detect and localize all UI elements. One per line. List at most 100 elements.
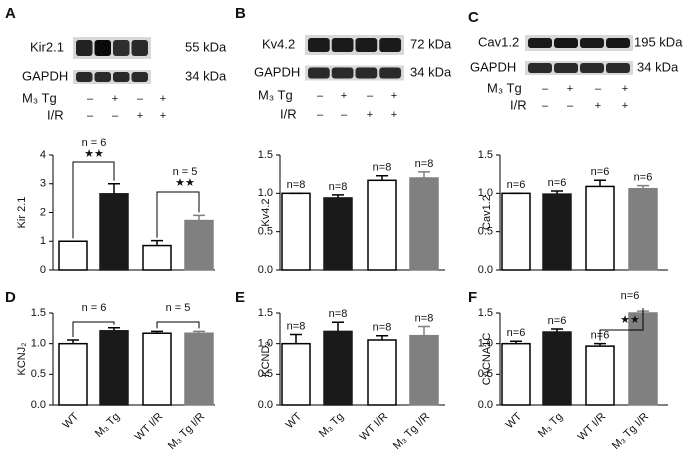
y-tick-label: 0.5 bbox=[258, 226, 273, 238]
treatment-sign: – bbox=[87, 93, 94, 105]
blot-band bbox=[355, 38, 378, 52]
bar bbox=[501, 342, 531, 406]
y-axis-label: Cav1.2 bbox=[481, 195, 493, 230]
blot-background bbox=[305, 35, 404, 55]
treatment-sign: – bbox=[317, 109, 324, 121]
treatment-sign: – bbox=[87, 110, 94, 122]
treatment-sign: – bbox=[567, 100, 574, 112]
treatment-label: I/R bbox=[510, 97, 527, 112]
y-tick-label: 1.0 bbox=[478, 338, 493, 350]
treatment-sign: – bbox=[542, 100, 549, 112]
bar-note: n=6 bbox=[548, 315, 567, 327]
panel-label: A bbox=[5, 5, 16, 22]
blot-band bbox=[379, 67, 401, 79]
bar-note: n=8 bbox=[287, 179, 306, 191]
bar-note: n=8 bbox=[287, 320, 306, 332]
error-bar bbox=[193, 330, 205, 334]
error-bar bbox=[551, 328, 563, 333]
blot-protein: Kv4.2 bbox=[262, 36, 295, 51]
x-tick-label: WT I/R bbox=[133, 411, 166, 444]
error-bar bbox=[376, 334, 388, 340]
blot-band bbox=[76, 72, 93, 82]
treatment-sign: – bbox=[341, 109, 348, 121]
error-bar bbox=[332, 321, 344, 332]
significance-bracket bbox=[156, 321, 200, 329]
blot-size: 195 kDa bbox=[634, 34, 683, 49]
significance-bracket bbox=[72, 321, 115, 337]
annotation: n=6 bbox=[621, 290, 640, 302]
blot-band bbox=[580, 38, 604, 48]
blot-loading: GAPDH bbox=[22, 68, 68, 83]
blot-band bbox=[355, 67, 378, 79]
error-bar bbox=[332, 194, 344, 198]
panel-label: F bbox=[468, 289, 477, 306]
y-tick-label: 0.0 bbox=[258, 399, 273, 411]
blot-loading: GAPDH bbox=[470, 59, 516, 74]
error-bar bbox=[594, 179, 606, 187]
treatment-label: M₃ Tg bbox=[22, 90, 57, 105]
bar bbox=[142, 244, 172, 271]
x-tick-label: M₃ Tg I/R bbox=[391, 411, 432, 452]
bar bbox=[99, 193, 129, 271]
x-tick-label: WT bbox=[61, 410, 82, 431]
bar bbox=[58, 240, 88, 271]
blot-band bbox=[76, 40, 93, 56]
panel-label: C bbox=[468, 9, 479, 26]
significance-bracket bbox=[599, 308, 644, 341]
x-tick-label: WT I/R bbox=[358, 411, 391, 444]
bar-note: n=8 bbox=[373, 322, 392, 334]
blot-band bbox=[94, 72, 111, 82]
bar-note: n=6 bbox=[507, 179, 526, 191]
error-bar bbox=[594, 342, 606, 347]
blot-band bbox=[308, 38, 330, 52]
treatment-label: M₃ Tg bbox=[487, 80, 522, 95]
bar bbox=[542, 193, 572, 271]
blot-band bbox=[113, 40, 130, 56]
bar-note: n=6 bbox=[634, 172, 653, 184]
error-bar bbox=[108, 326, 120, 331]
blot-band bbox=[331, 67, 354, 79]
bar bbox=[184, 332, 214, 406]
bar-note: n=8 bbox=[415, 158, 434, 170]
treatment-sign: + bbox=[137, 110, 143, 122]
blot-size: 55 kDa bbox=[185, 39, 227, 54]
blot-band bbox=[113, 72, 130, 82]
y-tick-label: 0.0 bbox=[258, 264, 273, 276]
y-tick-label: 0.5 bbox=[31, 368, 46, 380]
bar-note: n=6 bbox=[548, 177, 567, 189]
x-tick-label: M₃ Tg I/R bbox=[166, 411, 207, 452]
error-bar bbox=[551, 190, 563, 195]
treatment-sign: + bbox=[160, 93, 166, 105]
y-tick-label: 0.5 bbox=[258, 368, 273, 380]
annotation: n = 6 bbox=[82, 137, 107, 149]
significance-bracket bbox=[72, 161, 115, 239]
blot-size: 34 kDa bbox=[185, 68, 227, 83]
y-tick-label: 1 bbox=[40, 235, 46, 247]
x-tick-label: M₃ Tg bbox=[536, 411, 565, 440]
blot-background bbox=[73, 70, 151, 84]
error-bar bbox=[376, 174, 388, 181]
treatment-sign: + bbox=[112, 93, 118, 105]
bar-note: n=8 bbox=[329, 308, 348, 320]
bar bbox=[323, 330, 353, 406]
panel-label: D bbox=[5, 289, 16, 306]
bar bbox=[542, 331, 572, 406]
panel-label: B bbox=[235, 5, 246, 22]
error-bar bbox=[67, 339, 79, 344]
y-tick-label: 0.0 bbox=[31, 399, 46, 411]
y-axis-label: Kv4.2 bbox=[260, 198, 272, 226]
blot-band bbox=[308, 67, 330, 79]
treatment-sign: + bbox=[622, 100, 628, 112]
bar bbox=[628, 187, 658, 271]
blot-band bbox=[528, 38, 552, 48]
blot-size: 34 kDa bbox=[637, 59, 679, 74]
blot-protein: Cav1.2 bbox=[478, 34, 519, 49]
panel-label: E bbox=[235, 289, 245, 306]
treatment-sign: – bbox=[595, 83, 602, 95]
bar-note: n=8 bbox=[415, 312, 434, 324]
treatment-sign: – bbox=[542, 83, 549, 95]
y-tick-label: 2 bbox=[40, 206, 46, 218]
error-bar bbox=[418, 325, 430, 336]
x-tick-label: WT bbox=[504, 410, 525, 431]
bar bbox=[409, 177, 439, 271]
